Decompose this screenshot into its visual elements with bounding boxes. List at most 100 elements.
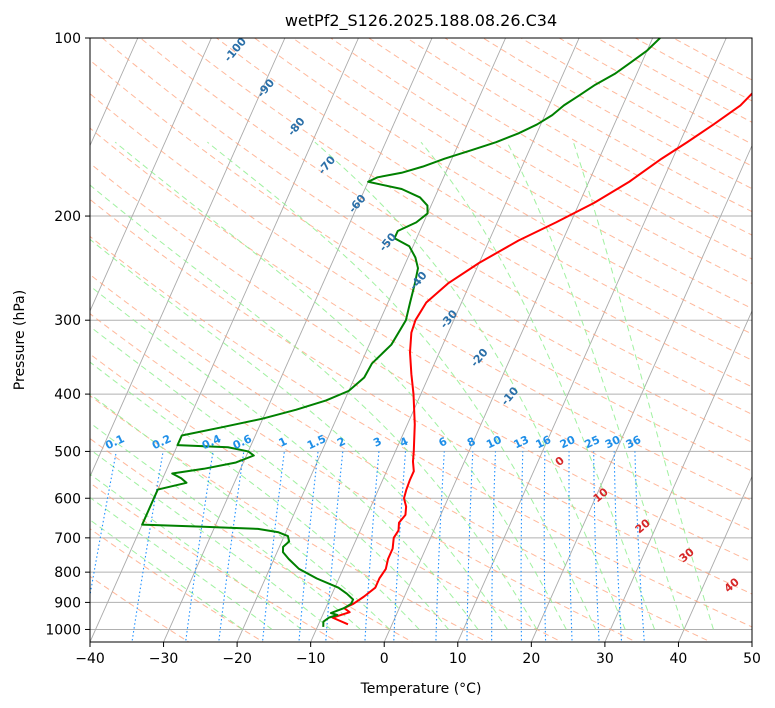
mixing-ratio-line [466,451,474,642]
dry-adiabat-label: -100 [221,35,249,65]
mixing-ratio-label: 30 [603,433,623,451]
dry-adiabat-line [90,482,339,642]
dry-adiabat-line [90,353,563,642]
mixing-ratio-line [364,451,380,642]
dry-adiabat-label: -20 [468,346,491,370]
dry-adiabat-line [90,575,190,642]
dry-adiabat-line [368,38,752,260]
mixing-ratio-label: 4 [398,435,411,450]
y-tick-label: 100 [54,31,81,47]
dry-adiabat-line [178,38,752,388]
mixing-ratio-line [543,451,547,642]
x-tick-label: −10 [296,651,326,667]
moist-adiabat-line [90,325,450,630]
moist-adiabat-line [572,141,714,630]
moist-adiabat-label: 0 [553,454,567,469]
dry-adiabat-label: -80 [285,115,308,139]
moist-adiabat-label: 40 [722,575,742,595]
moist-adiabat-line [90,285,479,630]
moist-adiabat-line [90,393,391,630]
dry-adiabat-line [90,162,752,563]
mixing-ratio-line [613,451,623,642]
x-tick-label: −40 [75,651,105,667]
dry-adiabat-line [216,38,752,361]
mixing-ratio-label: 10 [484,433,504,451]
y-tick-label: 900 [54,595,81,611]
x-axis-title: Temperature (°C) [360,681,482,697]
moist-adiabat-label: 20 [633,516,653,536]
y-tick-label: 200 [54,209,81,225]
x-tick-label: 50 [743,651,761,667]
y-tick-label: 1000 [45,622,81,638]
x-tick-label: 30 [596,651,614,667]
mixing-ratio-label: 6 [437,435,450,450]
chart-title: wetPf2_S126.2025.188.08.26.C34 [285,11,557,31]
moist-adiabat-line [207,141,597,630]
isotherm-line [457,38,727,642]
dry-adiabat-line [90,437,414,642]
mixing-ratio-label: 36 [624,433,644,451]
dry-adiabat-line [90,235,752,628]
moist-adiabat-line [506,141,685,630]
mixing-ratio-label: 0.4 [200,432,223,452]
dry-adiabat-label: -90 [254,76,277,100]
y-tick-label: 500 [54,444,81,460]
mixing-ratio-label: 13 [512,433,531,451]
mixing-ratio-label: 3 [371,435,383,450]
isotherm-line [90,38,212,313]
mixing-ratio-label: 1.5 [305,432,328,452]
plot-frame [89,37,753,643]
mixing-ratio-label: 0.1 [103,432,126,452]
dry-adiabat-line [90,274,713,642]
isotherm-line [90,38,286,478]
x-tick-label: 40 [670,651,688,667]
moist-adiabat-line [420,141,656,630]
mixing-ratio-label: 20 [558,433,578,451]
mixing-ratio-line [298,451,319,642]
mixing-ratio-line [491,451,497,642]
dry-adiabat-line [90,59,752,472]
dry-adiabat-line [90,127,752,532]
dry-adiabat-line [140,38,752,415]
dry-adiabat-label: -60 [346,192,369,216]
moist-adiabat-line [314,141,626,630]
profile-lines [141,38,752,627]
mixing-ratio-line [261,451,285,642]
x-tick-label: −20 [222,651,252,667]
moist-adiabat-label: 30 [677,545,697,565]
mixing-ratio-label: 0.2 [150,432,173,452]
moist-adiabat-line [90,361,420,630]
moist-adiabat-line [90,473,302,630]
mixing-ratio-line [520,451,524,642]
dry-adiabat-line [406,38,752,236]
dry-adiabat-label: -70 [315,153,338,177]
mixing-ratio-line [634,451,645,642]
isotherm-line [90,38,359,642]
mixing-ratio-line [568,451,573,642]
mixing-ratio-line [393,451,407,642]
mixing-ratio-line [593,451,600,642]
dry-adiabat-line [90,198,752,595]
dry-adiabat-line [444,38,752,213]
isotherm-line [383,38,654,642]
isotherm-line [90,38,139,147]
isotherm-line [751,640,752,642]
temperature-profile-line [331,92,752,626]
axis-ticks: −40 −30 −20 −10 0 10 20 30 40 5010009008007006005… [45,31,761,667]
moist-adiabat-line [90,238,508,630]
mixing-ratio-line [218,451,245,642]
y-tick-label: 700 [54,531,81,547]
dry-adiabat-line [254,38,752,335]
x-tick-label: 20 [522,651,540,667]
isotherm-line [163,38,433,642]
isotherm-line [236,38,507,642]
y-tick-label: 300 [54,313,81,329]
moist-adiabat-line [114,141,567,630]
dry-adiabat-label: -30 [437,307,460,331]
isotherm-line [0,38,64,642]
dewpoint-profile-line [141,38,661,627]
mixing-ratio-label: 16 [534,433,554,451]
isotherm-line [678,475,752,642]
